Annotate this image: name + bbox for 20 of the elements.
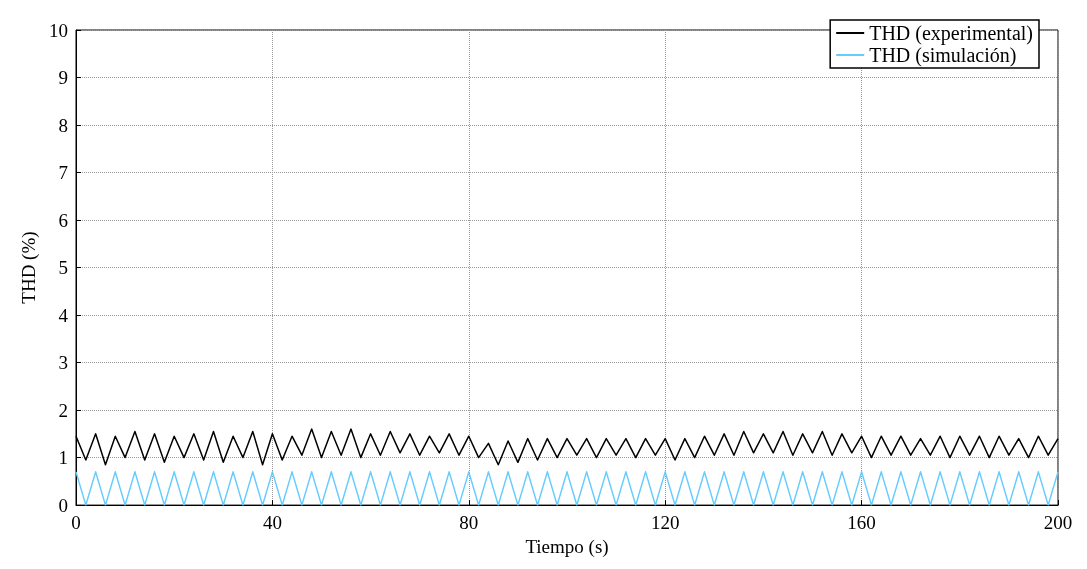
x-tick-label: 40 bbox=[262, 512, 282, 534]
x-tick-label: 200 bbox=[1043, 512, 1073, 534]
y-tick-label: 1 bbox=[58, 447, 68, 469]
y-tick-label: 10 bbox=[49, 19, 68, 41]
y-tick-label: 3 bbox=[58, 352, 68, 374]
x-tick-label: 160 bbox=[847, 512, 876, 534]
y-tick-label: 0 bbox=[58, 494, 68, 516]
legend-label: THD (simulación) bbox=[869, 44, 1017, 67]
x-tick-label: 120 bbox=[650, 512, 680, 534]
y-tick-label: 4 bbox=[58, 304, 69, 326]
y-axis-title: THD (%) bbox=[18, 231, 40, 304]
y-tick-label: 5 bbox=[58, 257, 68, 279]
y-tick-label: 2 bbox=[58, 399, 68, 421]
y-tick-label: 8 bbox=[58, 114, 68, 136]
y-tick-label: 7 bbox=[58, 162, 68, 184]
y-tick-label: 9 bbox=[58, 67, 68, 89]
x-axis-title: Tiempo (s) bbox=[525, 536, 609, 558]
y-tick-label: 6 bbox=[58, 209, 68, 231]
legend-label: THD (experimental) bbox=[869, 22, 1034, 45]
x-tick-label: 80 bbox=[459, 512, 479, 534]
